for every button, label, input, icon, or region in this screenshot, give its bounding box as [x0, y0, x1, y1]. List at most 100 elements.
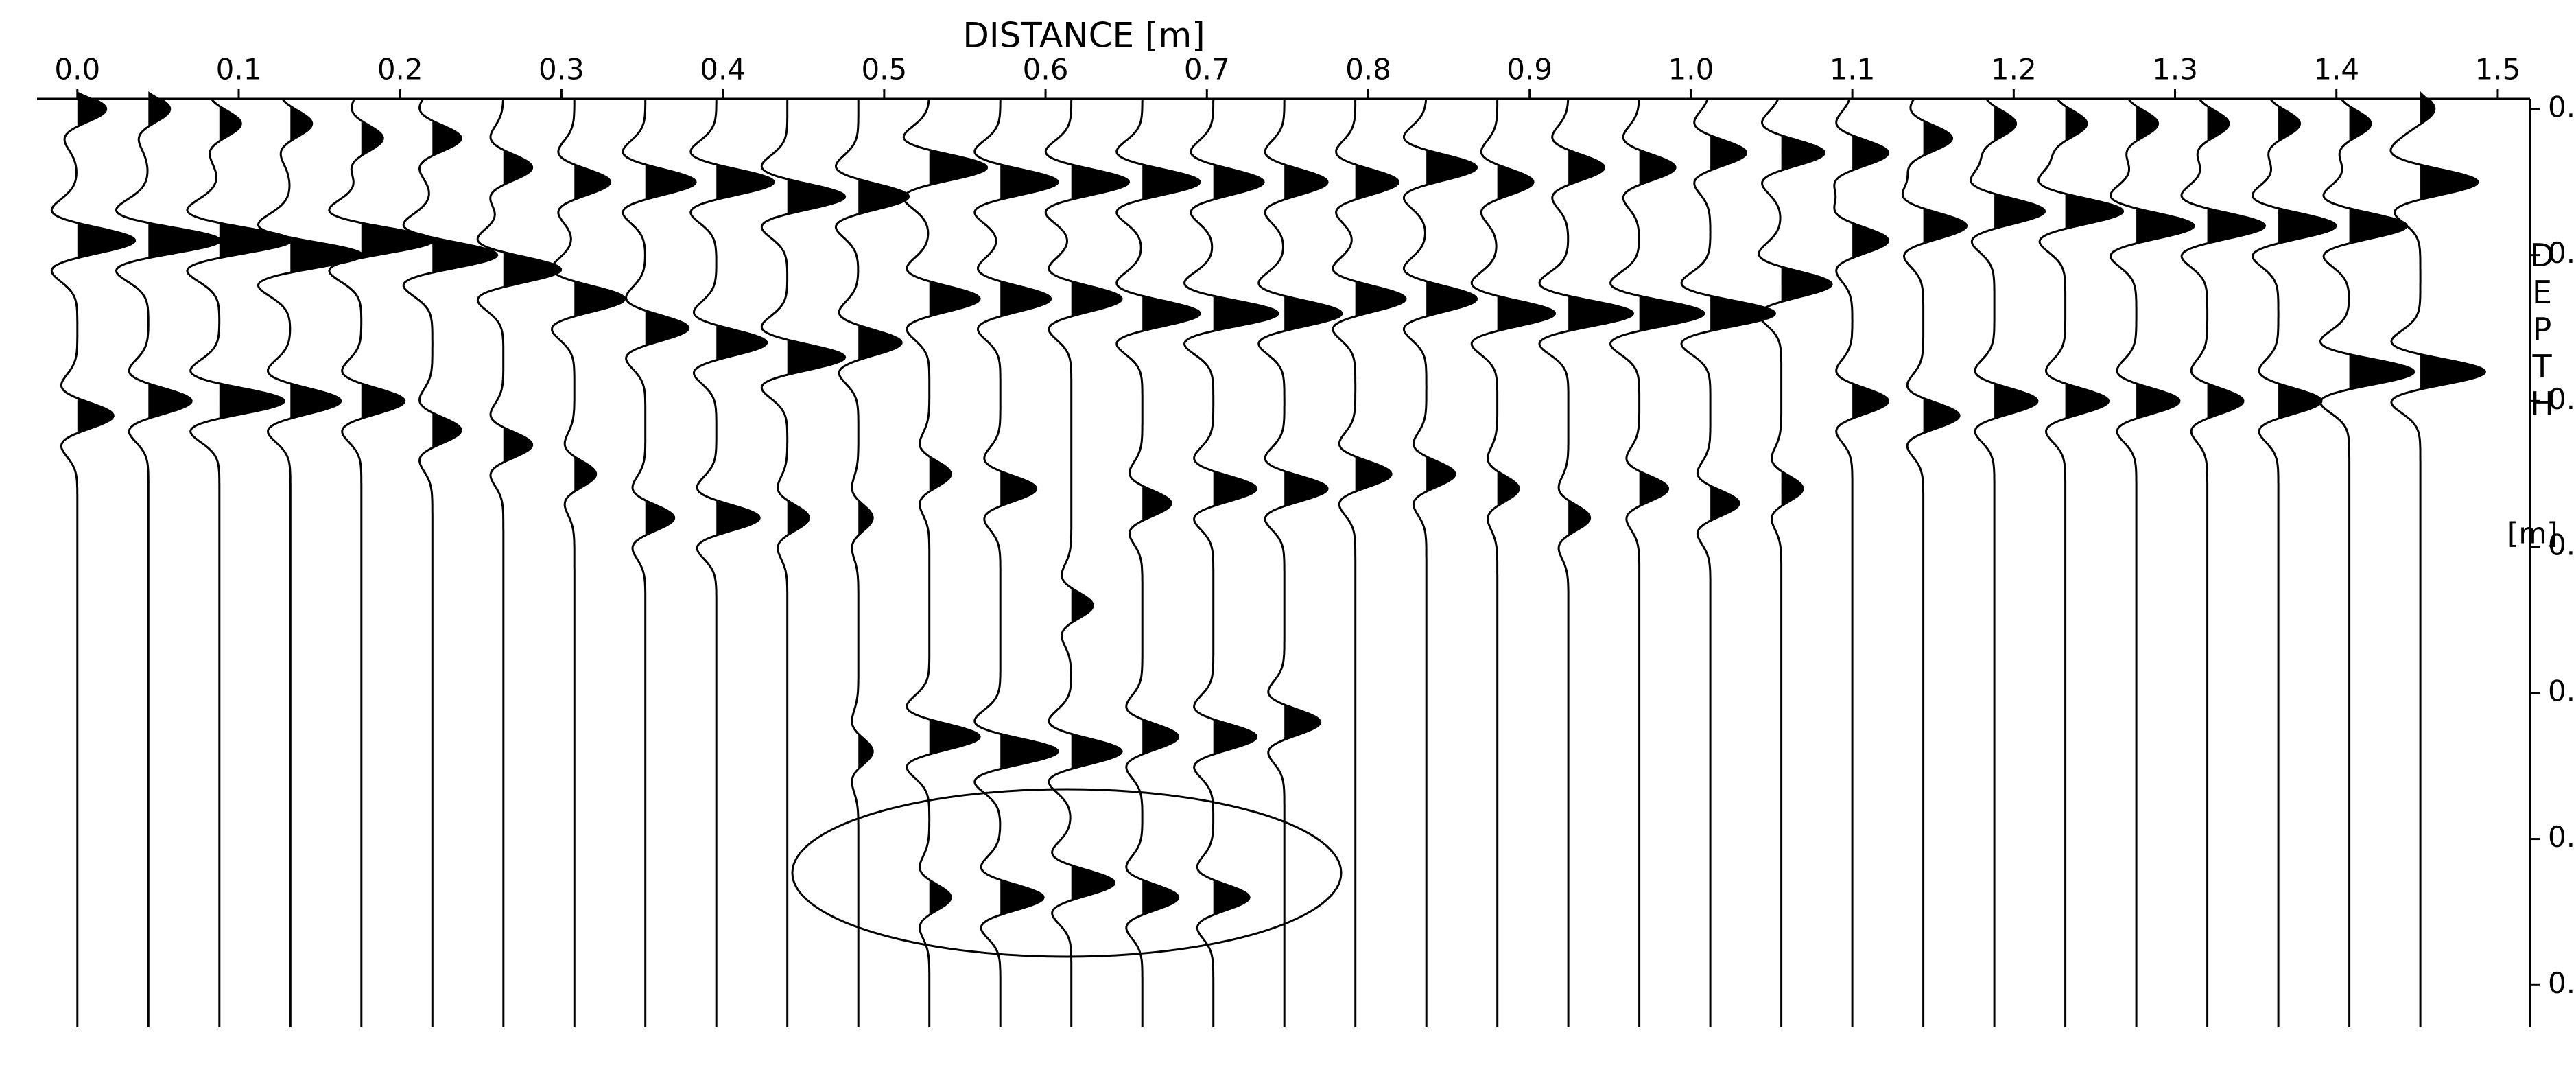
trace-line — [622, 99, 697, 1027]
reflection-lobe — [77, 222, 135, 259]
reflection-lobe — [1639, 295, 1705, 331]
trace-line — [328, 98, 434, 1027]
reflection-lobe — [1284, 471, 1328, 506]
y-tick-label: 0.6 — [2548, 966, 2576, 1000]
reflection-lobe — [1923, 397, 1960, 434]
reflection-lobe — [148, 91, 170, 127]
reflection-lobe — [1639, 471, 1668, 506]
trace-line — [1257, 99, 1343, 1027]
reflection-lobe — [2420, 353, 2485, 390]
reflection-lobe — [361, 383, 405, 419]
trace-line — [2180, 98, 2267, 1027]
x-tick-label: 1.1 — [1830, 53, 1876, 86]
reflection-lobe — [219, 222, 292, 259]
reflection-lobe — [290, 106, 312, 142]
reflection-lobe — [1568, 500, 1590, 536]
reflection-lobe — [1142, 879, 1179, 915]
trace-line — [550, 99, 626, 1027]
reflection-lobe — [858, 178, 909, 215]
reflection-lobe — [1639, 149, 1676, 185]
reflection-lobe — [290, 237, 363, 273]
trace-line — [2251, 98, 2337, 1027]
reflection-lobe — [1426, 281, 1477, 317]
reflection-lobe — [1497, 471, 1520, 506]
reflection-lobe — [1213, 879, 1250, 915]
reflection-lobe — [2278, 106, 2300, 142]
trace-line — [1609, 98, 1705, 1027]
reflection-lobe — [574, 281, 625, 317]
trace-line — [760, 99, 847, 1027]
x-tick-label: 0.5 — [861, 53, 907, 86]
reflection-lobe — [1000, 471, 1037, 506]
x-tick-label: 0.3 — [539, 53, 584, 86]
highlight-ellipse — [791, 788, 1343, 958]
trace-line — [1538, 98, 1635, 1027]
reflection-lobe — [1923, 120, 1952, 156]
reflection-lobe — [858, 325, 902, 361]
reflection-lobe — [1000, 879, 1044, 915]
reflection-lobe — [1497, 295, 1555, 331]
reflection-lobe — [432, 412, 462, 448]
trace-line — [2037, 98, 2125, 1027]
trace-line — [1901, 98, 1968, 1027]
reflection-lobe — [1213, 719, 1257, 755]
reflection-lobe — [716, 325, 767, 361]
trace-line — [1183, 99, 1279, 1027]
reflection-lobe — [1284, 295, 1343, 331]
reflection-lobe — [77, 91, 106, 127]
reflection-lobe — [1071, 587, 1094, 624]
trace-line — [2109, 98, 2195, 1027]
reflection-lobe — [929, 456, 952, 492]
x-tick-label: 1.5 — [2475, 53, 2521, 86]
reflection-lobe — [1213, 164, 1264, 200]
trace-line — [186, 98, 292, 1027]
reflection-lobe — [148, 383, 192, 419]
reflection-lobe — [1710, 485, 1740, 522]
reflection-lobe — [1923, 208, 1967, 244]
reflection-lobe — [1852, 222, 1889, 259]
reflection-lobe — [2136, 208, 2195, 244]
x-tick-label: 0.6 — [1023, 53, 1069, 86]
reflection-lobe — [1710, 295, 1775, 331]
reflection-lobe — [148, 222, 221, 259]
reflection-lobe — [2065, 383, 2109, 419]
trace-line — [973, 99, 1059, 1027]
reflection-lobe — [1781, 266, 1832, 303]
reflection-lobe — [361, 120, 383, 156]
x-tick-label: 0.7 — [1184, 53, 1230, 86]
trace-line — [2389, 97, 2486, 1027]
trace-line — [115, 97, 222, 1027]
trace-line — [689, 99, 775, 1027]
reflection-lobe — [1355, 456, 1392, 492]
reflection-lobe — [2207, 208, 2265, 244]
reflection-lobe — [1994, 383, 2038, 419]
reflection-lobe — [929, 281, 980, 317]
reflection-lobe — [1071, 733, 1122, 769]
trace-line — [1402, 98, 1478, 1027]
reflection-lobe — [2349, 106, 2372, 142]
reflection-lobe — [1284, 164, 1328, 200]
x-tick-label: 1.4 — [2313, 53, 2359, 86]
reflection-lobe — [503, 427, 532, 463]
reflection-lobe — [2420, 91, 2435, 127]
reflection-lobe — [77, 397, 114, 434]
reflection-lobe — [716, 500, 760, 536]
reflection-lobe — [1071, 865, 1115, 901]
reflection-lobe — [2065, 193, 2123, 229]
trace-line — [1044, 99, 1131, 1027]
reflection-lobe — [1710, 135, 1747, 171]
reflection-lobe — [787, 339, 845, 375]
y-tick-label: 0.0 — [2548, 90, 2576, 124]
trace-line — [476, 98, 563, 1027]
trace-line — [402, 98, 499, 1027]
y-tick-label: 0.3 — [2548, 528, 2576, 562]
reflection-lobe — [1000, 164, 1059, 200]
reflection-lobe — [2136, 106, 2158, 142]
trace-line — [1833, 98, 1890, 1027]
reflection-lobe — [929, 149, 987, 185]
reflection-lobe — [361, 222, 434, 259]
reflection-lobe — [1213, 471, 1257, 506]
trace-line — [1115, 99, 1201, 1027]
x-axis-title: DISTANCE [m] — [962, 16, 1205, 56]
